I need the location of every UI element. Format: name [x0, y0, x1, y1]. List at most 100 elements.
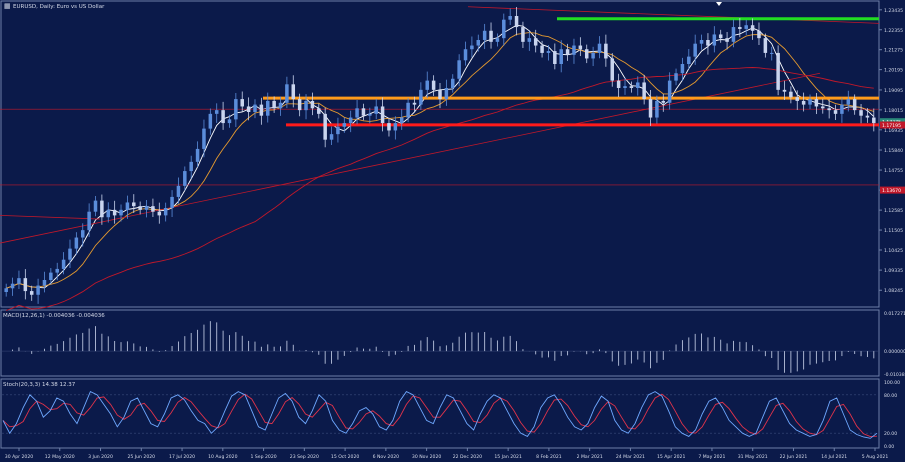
candle-body: [368, 113, 372, 116]
price-tick-label: 1.08245: [884, 288, 903, 294]
candle-body: [425, 80, 429, 90]
candle-body: [348, 117, 353, 124]
candle-body: [846, 99, 851, 105]
candle-body: [119, 209, 123, 216]
chart-title: EURUSD, Daily: Euro vs US Dollar: [13, 4, 105, 10]
candle-body: [814, 99, 819, 107]
candle-body: [183, 171, 187, 186]
price-tick-label: 1.14755: [884, 168, 903, 174]
candle-body: [374, 106, 378, 114]
candle-body: [610, 58, 615, 81]
time-tick-label: 31 May 2021: [738, 454, 768, 460]
period-marker-icon[interactable]: [716, 2, 722, 6]
candle-body: [859, 110, 863, 116]
candle-body: [342, 123, 347, 127]
candle-body: [648, 99, 653, 118]
candle-body: [744, 25, 748, 29]
candle-body: [412, 102, 417, 105]
main-panel-frame: [0, 0, 880, 308]
time-axis: 30 Apr 2020 12 May 2020 3 Jun 2020 25 Jun 2…: [5, 448, 888, 460]
time-tick-label: 12 May 2020: [45, 454, 75, 460]
price-tag-support-box: [880, 121, 905, 129]
candle-body: [93, 200, 98, 212]
candle-body: [776, 52, 780, 90]
candle-body: [572, 45, 576, 55]
candle-body: [578, 45, 583, 50]
candle-body: [87, 211, 91, 231]
time-tick-label: 15 Apr 2021: [657, 454, 685, 460]
candle-body: [591, 52, 595, 59]
candle-body: [361, 108, 366, 116]
candle-body: [463, 49, 468, 61]
candle-body: [144, 206, 149, 210]
candle-body: [565, 49, 570, 55]
macd-tick-label: -0.010383: [884, 372, 905, 378]
candle-body: [865, 115, 870, 118]
candle-body: [495, 38, 500, 42]
candle-body: [419, 89, 423, 105]
candle-body: [750, 25, 755, 31]
candle-body: [642, 82, 646, 100]
price-tick-label: 1.10425: [884, 248, 903, 254]
candle-body: [533, 38, 538, 46]
price-tick-label: 1.19095: [884, 88, 903, 94]
candle-body: [393, 123, 398, 131]
candle-body: [527, 38, 532, 42]
candle-body: [4, 288, 8, 292]
candle-body: [29, 291, 34, 295]
candle-body: [253, 104, 257, 112]
candle-body: [240, 99, 244, 107]
candle-body: [246, 106, 251, 112]
candle-body: [208, 113, 213, 129]
candle-body: [355, 108, 359, 118]
stoch-label: Stoch(20,3,3) 14.38 12.37: [3, 382, 76, 388]
candle-body: [36, 285, 40, 295]
candle-body: [680, 64, 685, 74]
candle-body: [278, 102, 283, 109]
time-tick-label: 15 Jan 2021: [494, 454, 522, 460]
candle-body: [655, 100, 659, 118]
time-tick-label: 23 Sep 2020: [290, 454, 319, 460]
stoch-panel-frame: [0, 378, 880, 449]
candle-body: [214, 110, 219, 114]
candle-body: [291, 84, 296, 100]
candle-body: [801, 100, 806, 105]
candle-body: [827, 108, 831, 111]
candle-body: [482, 30, 487, 40]
candle-body: [132, 202, 136, 207]
candle-body: [323, 113, 327, 140]
candle-body: [176, 185, 181, 197]
macd-tick-label: 0.000000: [884, 349, 905, 355]
candle-body: [540, 45, 544, 53]
candle-body: [399, 117, 404, 124]
time-tick-label: 24 Mar 2021: [616, 454, 645, 460]
candle-body: [297, 99, 302, 111]
candle-body: [444, 88, 449, 100]
candle-body: [202, 128, 206, 149]
candle-body: [431, 80, 436, 90]
time-tick-label: 15 Oct 2020: [331, 454, 359, 460]
candle-body: [42, 280, 47, 286]
ma-slow-line: [6, 67, 874, 311]
candle-body: [170, 196, 174, 208]
candle-body: [661, 100, 666, 103]
trend-line-falling: [467, 6, 880, 24]
stoch-signal-line: [2, 393, 878, 438]
candle-body: [559, 49, 563, 64]
candle-body: [234, 99, 238, 120]
price-tick-label: 1.21275: [884, 48, 903, 54]
candle-body: [10, 283, 15, 289]
stoch-tick-label: 0.00: [884, 444, 894, 450]
support-resistance-levels[interactable]: [0, 17, 879, 186]
candle-body: [138, 206, 142, 210]
trend-line-rising: [0, 72, 821, 244]
candle-body: [457, 60, 461, 79]
time-tick-label: 22 Jun 2021: [780, 454, 808, 460]
candle-body: [68, 248, 72, 260]
candle-body: [17, 278, 21, 284]
candle-body: [336, 126, 340, 135]
candle-body: [49, 272, 53, 280]
candle-body: [285, 84, 289, 103]
price-tick-label: 1.09335: [884, 268, 903, 274]
